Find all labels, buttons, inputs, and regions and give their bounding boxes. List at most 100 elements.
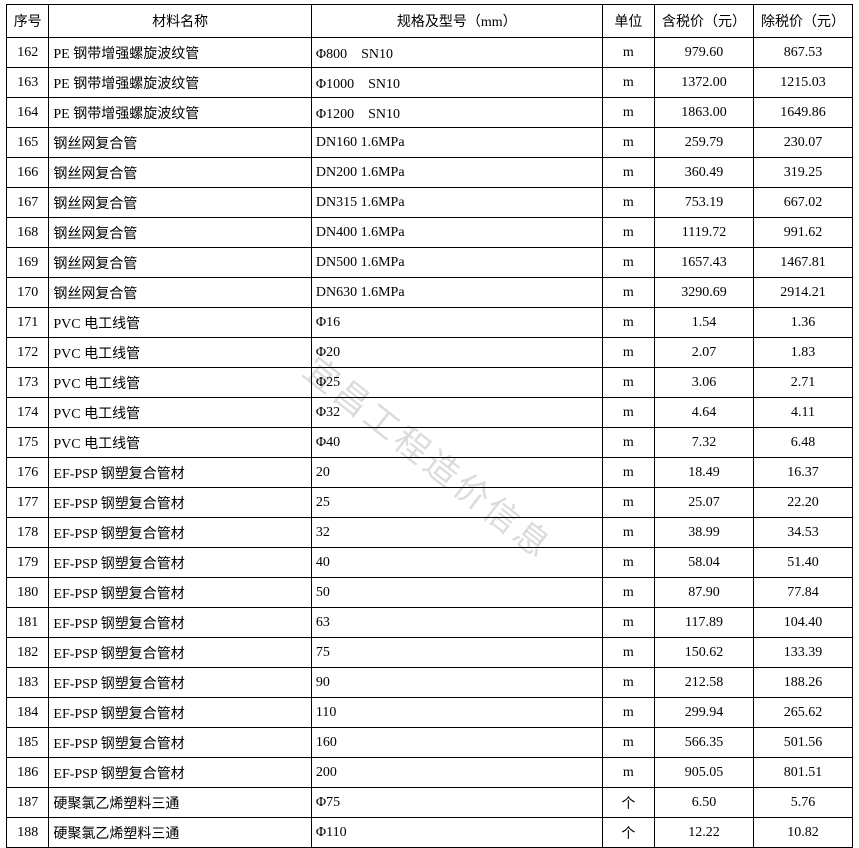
cell-name: EF-PSP 钢塑复合管材 bbox=[49, 518, 311, 548]
cell-spec: 50 bbox=[311, 578, 602, 608]
cell-unit: m bbox=[602, 548, 654, 578]
cell-spec: DN500 1.6MPa bbox=[311, 248, 602, 278]
cell-seq: 168 bbox=[7, 218, 49, 248]
page: 宜昌工程造价信息 序号 材料名称 规格及型号（mm） 单位 含税价（元） 除税价… bbox=[0, 0, 859, 845]
cell-price-notax: 801.51 bbox=[754, 758, 853, 788]
cell-spec: 110 bbox=[311, 698, 602, 728]
cell-name: EF-PSP 钢塑复合管材 bbox=[49, 548, 311, 578]
cell-price-tax: 38.99 bbox=[655, 518, 754, 548]
col-seq: 序号 bbox=[7, 5, 49, 38]
cell-price-notax: 188.26 bbox=[754, 668, 853, 698]
cell-price-tax: 150.62 bbox=[655, 638, 754, 668]
cell-seq: 164 bbox=[7, 98, 49, 128]
cell-seq: 171 bbox=[7, 308, 49, 338]
cell-seq: 186 bbox=[7, 758, 49, 788]
cell-name: PVC 电工线管 bbox=[49, 398, 311, 428]
table-row: 177EF-PSP 钢塑复合管材25m25.0722.20 bbox=[7, 488, 853, 518]
cell-name: 钢丝网复合管 bbox=[49, 248, 311, 278]
cell-name: 硬聚氯乙烯塑料三通 bbox=[49, 818, 311, 848]
table-header: 序号 材料名称 规格及型号（mm） 单位 含税价（元） 除税价（元） bbox=[7, 5, 853, 38]
cell-price-tax: 3.06 bbox=[655, 368, 754, 398]
cell-price-notax: 667.02 bbox=[754, 188, 853, 218]
col-price-tax: 含税价（元） bbox=[655, 5, 754, 38]
table-body: 162PE 钢带增强螺旋波纹管Φ800 SN10m979.60867.53163… bbox=[7, 38, 853, 848]
table-row: 175PVC 电工线管Φ40m7.326.48 bbox=[7, 428, 853, 458]
col-price-notax: 除税价（元） bbox=[754, 5, 853, 38]
cell-spec: 160 bbox=[311, 728, 602, 758]
cell-spec: 20 bbox=[311, 458, 602, 488]
cell-spec: DN400 1.6MPa bbox=[311, 218, 602, 248]
cell-name: EF-PSP 钢塑复合管材 bbox=[49, 578, 311, 608]
cell-spec: 200 bbox=[311, 758, 602, 788]
table-header-row: 序号 材料名称 规格及型号（mm） 单位 含税价（元） 除税价（元） bbox=[7, 5, 853, 38]
cell-price-tax: 87.90 bbox=[655, 578, 754, 608]
table-row: 187硬聚氯乙烯塑料三通Φ75个6.505.76 bbox=[7, 788, 853, 818]
cell-spec: DN200 1.6MPa bbox=[311, 158, 602, 188]
cell-name: PVC 电工线管 bbox=[49, 308, 311, 338]
cell-seq: 185 bbox=[7, 728, 49, 758]
cell-price-notax: 1215.03 bbox=[754, 68, 853, 98]
cell-spec: Φ1000 SN10 bbox=[311, 68, 602, 98]
cell-unit: m bbox=[602, 758, 654, 788]
cell-seq: 178 bbox=[7, 518, 49, 548]
cell-seq: 183 bbox=[7, 668, 49, 698]
cell-unit: m bbox=[602, 608, 654, 638]
cell-unit: m bbox=[602, 398, 654, 428]
cell-price-tax: 2.07 bbox=[655, 338, 754, 368]
cell-price-notax: 1467.81 bbox=[754, 248, 853, 278]
cell-price-tax: 25.07 bbox=[655, 488, 754, 518]
cell-price-tax: 1119.72 bbox=[655, 218, 754, 248]
table-row: 178EF-PSP 钢塑复合管材32m38.9934.53 bbox=[7, 518, 853, 548]
cell-name: EF-PSP 钢塑复合管材 bbox=[49, 638, 311, 668]
cell-price-tax: 979.60 bbox=[655, 38, 754, 68]
cell-price-tax: 1657.43 bbox=[655, 248, 754, 278]
col-name: 材料名称 bbox=[49, 5, 311, 38]
table-row: 166钢丝网复合管DN200 1.6MPam360.49319.25 bbox=[7, 158, 853, 188]
cell-spec: Φ40 bbox=[311, 428, 602, 458]
cell-seq: 180 bbox=[7, 578, 49, 608]
cell-seq: 176 bbox=[7, 458, 49, 488]
cell-name: EF-PSP 钢塑复合管材 bbox=[49, 698, 311, 728]
cell-spec: 25 bbox=[311, 488, 602, 518]
cell-seq: 170 bbox=[7, 278, 49, 308]
materials-table: 序号 材料名称 规格及型号（mm） 单位 含税价（元） 除税价（元） 162PE… bbox=[6, 4, 853, 848]
cell-spec: Φ110 bbox=[311, 818, 602, 848]
cell-spec: Φ32 bbox=[311, 398, 602, 428]
cell-unit: m bbox=[602, 68, 654, 98]
cell-spec: 40 bbox=[311, 548, 602, 578]
cell-price-tax: 12.22 bbox=[655, 818, 754, 848]
cell-spec: Φ20 bbox=[311, 338, 602, 368]
cell-unit: m bbox=[602, 668, 654, 698]
cell-price-notax: 867.53 bbox=[754, 38, 853, 68]
cell-price-notax: 10.82 bbox=[754, 818, 853, 848]
cell-name: EF-PSP 钢塑复合管材 bbox=[49, 668, 311, 698]
cell-seq: 182 bbox=[7, 638, 49, 668]
cell-seq: 187 bbox=[7, 788, 49, 818]
cell-price-notax: 1649.86 bbox=[754, 98, 853, 128]
cell-price-notax: 265.62 bbox=[754, 698, 853, 728]
cell-seq: 172 bbox=[7, 338, 49, 368]
cell-price-notax: 4.11 bbox=[754, 398, 853, 428]
table-row: 173PVC 电工线管Φ25m3.062.71 bbox=[7, 368, 853, 398]
cell-unit: m bbox=[602, 698, 654, 728]
cell-spec: DN315 1.6MPa bbox=[311, 188, 602, 218]
cell-price-tax: 212.58 bbox=[655, 668, 754, 698]
cell-price-notax: 51.40 bbox=[754, 548, 853, 578]
cell-unit: m bbox=[602, 158, 654, 188]
cell-price-notax: 1.36 bbox=[754, 308, 853, 338]
table-row: 183EF-PSP 钢塑复合管材90m212.58188.26 bbox=[7, 668, 853, 698]
cell-price-tax: 566.35 bbox=[655, 728, 754, 758]
cell-name: PE 钢带增强螺旋波纹管 bbox=[49, 98, 311, 128]
cell-price-notax: 133.39 bbox=[754, 638, 853, 668]
cell-price-notax: 1.83 bbox=[754, 338, 853, 368]
cell-name: EF-PSP 钢塑复合管材 bbox=[49, 458, 311, 488]
cell-name: PVC 电工线管 bbox=[49, 368, 311, 398]
cell-name: PE 钢带增强螺旋波纹管 bbox=[49, 38, 311, 68]
cell-seq: 163 bbox=[7, 68, 49, 98]
cell-unit: m bbox=[602, 308, 654, 338]
cell-price-notax: 22.20 bbox=[754, 488, 853, 518]
cell-unit: m bbox=[602, 428, 654, 458]
cell-name: PVC 电工线管 bbox=[49, 428, 311, 458]
table-row: 163PE 钢带增强螺旋波纹管Φ1000 SN10m1372.001215.03 bbox=[7, 68, 853, 98]
cell-price-tax: 58.04 bbox=[655, 548, 754, 578]
